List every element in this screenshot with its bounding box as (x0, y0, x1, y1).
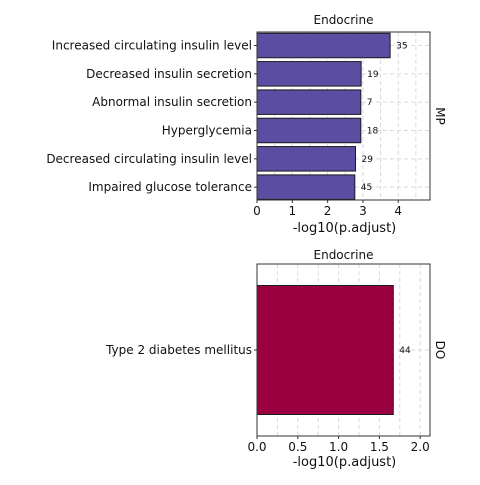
bar (256, 89, 362, 115)
panel-border (256, 31, 431, 201)
bar (256, 32, 391, 59)
category-label: Hyperglycemia (162, 123, 252, 137)
x-axis-title: -log10(p.adjust) (293, 455, 397, 470)
facet-strip-title: Endocrine (314, 13, 374, 27)
panel-do: Type 2 diabetes mellitus 44 0.0 0.5 1.0 1.5 2.… (105, 248, 447, 470)
x-tick-label: 1 (288, 204, 296, 218)
facet-side-label: DO (433, 341, 447, 360)
x-tick-label: 2 (324, 204, 332, 218)
bar (256, 61, 362, 87)
count-label: 45 (361, 183, 372, 193)
category-label: Decreased insulin secretion (86, 67, 252, 81)
x-tick-label: 0 (253, 204, 261, 218)
category-label: Type 2 diabetes mellitus (105, 343, 252, 357)
facet-side-label: MP (433, 107, 447, 125)
panel-background (257, 32, 430, 200)
count-label: 35 (396, 42, 407, 52)
x-tick-label: 1.0 (329, 440, 348, 454)
count-label: 19 (367, 70, 379, 80)
panel-border (256, 263, 431, 437)
bar (256, 146, 357, 172)
x-tick-label: 3 (359, 204, 367, 218)
x-tick-label: 1.5 (370, 440, 389, 454)
category-label: Decreased circulating insulin level (46, 152, 252, 166)
count-label: 29 (362, 155, 374, 165)
category-label: Abnormal insulin secretion (92, 95, 252, 109)
x-tick-label: 0.5 (288, 440, 307, 454)
x-tick-label: 2.0 (411, 440, 430, 454)
bar (256, 174, 356, 200)
category-label: Impaired glucose tolerance (88, 180, 252, 194)
bar (256, 117, 362, 144)
category-label: Increased circulating insulin level (52, 39, 252, 53)
x-tick-label: 0.0 (247, 440, 266, 454)
panel-mp: Increased circulating insulin level 35 Dec… (46, 13, 447, 236)
x-axis-title: -log10(p.adjust) (293, 221, 397, 236)
count-label: 18 (367, 126, 379, 136)
count-label: 44 (399, 346, 411, 356)
bar (256, 285, 394, 415)
x-tick-label: 4 (394, 204, 402, 218)
facet-strip-title: Endocrine (314, 248, 374, 262)
count-label: 7 (367, 98, 373, 108)
